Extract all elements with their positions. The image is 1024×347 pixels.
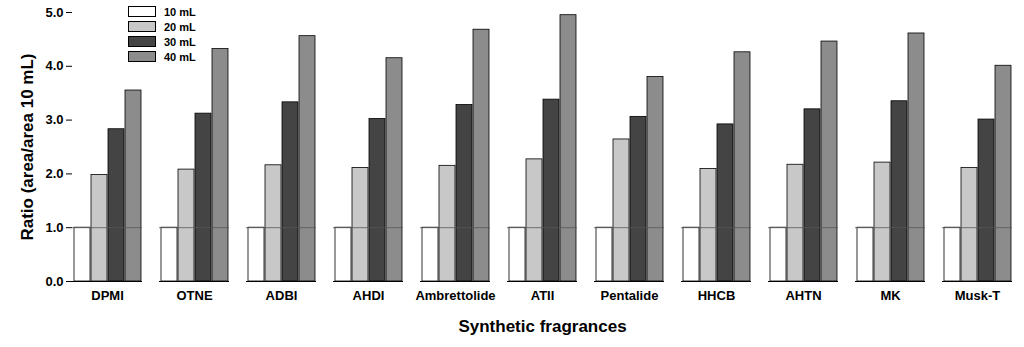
svg-text:4.0: 4.0	[45, 58, 63, 73]
html-text:40 mL: 40 mL	[164, 50, 196, 63]
svg-text:2.0: 2.0	[45, 166, 63, 181]
html-text:10 mL: 10 mL	[164, 5, 196, 18]
html-text:20 mL: 20 mL	[164, 20, 196, 33]
svg-text:Ambrettolide: Ambrettolide	[415, 288, 495, 303]
html-text:30 mL: 30 mL	[164, 35, 196, 48]
svg-text:ATII: ATII	[531, 288, 555, 303]
svg-text:1.0: 1.0	[45, 220, 63, 235]
svg-text:Synthetic fragrances: Synthetic fragrances	[458, 317, 626, 336]
svg-text:ADBI: ADBI	[266, 288, 298, 303]
svg-text:Pentalide: Pentalide	[601, 288, 659, 303]
svg-text:AHTN: AHTN	[785, 288, 821, 303]
svg-text:AHDI: AHDI	[353, 288, 385, 303]
svg-text:DPMI: DPMI	[91, 288, 124, 303]
svg-text:OTNE: OTNE	[176, 288, 212, 303]
svg-text:HHCB: HHCB	[698, 288, 736, 303]
svg-text:Ratio (area/area 10 mL): Ratio (area/area 10 mL)	[18, 53, 37, 240]
svg-text:0.0: 0.0	[45, 274, 63, 289]
svg-text:3.0: 3.0	[45, 112, 63, 127]
svg-text:MK: MK	[880, 288, 901, 303]
svg-text:Musk-T: Musk-T	[955, 288, 1001, 303]
svg-text:5.0: 5.0	[45, 5, 63, 20]
